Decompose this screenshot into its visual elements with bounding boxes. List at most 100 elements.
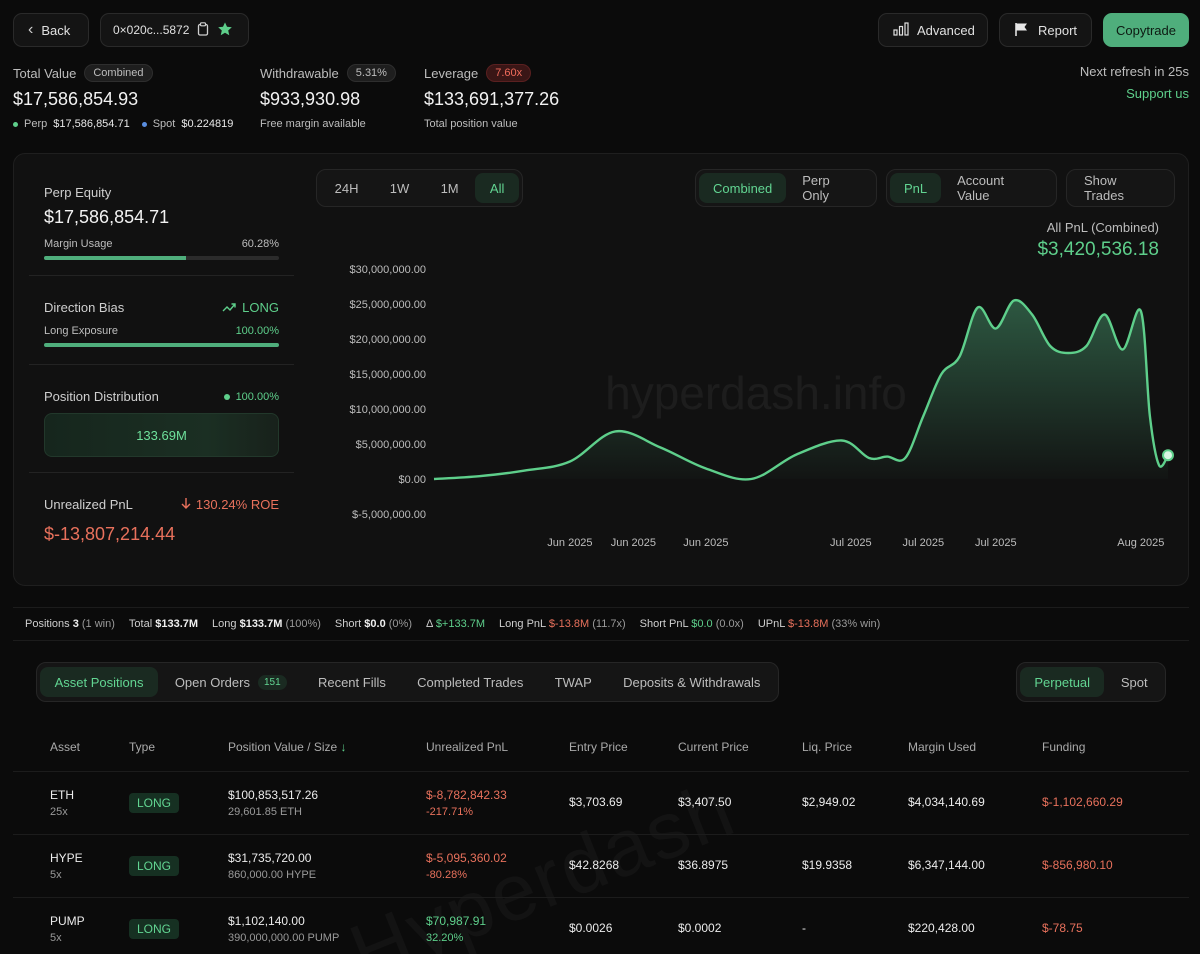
y-tick-label: $30,000,000.00 <box>350 264 426 276</box>
withdrawable-sub: Free margin available <box>260 118 366 130</box>
short-pnl-x: (0.0x) <box>715 618 744 630</box>
column-header: Funding <box>1042 740 1086 754</box>
table-row[interactable]: ETH 25x LONG $100,853,517.26 29,601.85 ETH $-… <box>13 771 1189 834</box>
range-label: All <box>489 180 505 196</box>
position-value-cell: $31,735,720.00 860,000.00 HYPE <box>228 851 317 881</box>
tab-deposits-withdrawals[interactable]: Deposits & Withdrawals <box>608 667 775 697</box>
tab-label: TWAP <box>554 674 592 690</box>
column-header: Entry Price <box>569 740 628 754</box>
type-badge: LONG <box>129 793 180 813</box>
copytrade-label: Copytrade <box>1116 22 1176 38</box>
mode-combined[interactable]: Combined <box>699 173 787 203</box>
back-button[interactable]: ‹ Back <box>13 13 89 47</box>
total-value-stat: Total Value Combined $17,586,854.93 Perp … <box>13 64 233 130</box>
positions-label: Positions <box>25 618 70 630</box>
perp-dot <box>13 121 18 127</box>
total-label: Total <box>128 618 153 630</box>
direction-bias-value: LONG <box>242 300 279 315</box>
funding-cell: $-78.75 <box>1042 921 1083 935</box>
liq-price-cell: $19.9358 <box>802 858 853 872</box>
entry-price-cell: $42.8268 <box>569 858 620 872</box>
long-pnl-x: (11.7x) <box>592 618 626 630</box>
unrealized-pnl-cell: $-8,782,842.33 -217.71% <box>426 788 507 818</box>
table-row[interactable]: HYPE 5x LONG $31,735,720.00 860,000.00 HYPE $… <box>13 834 1189 897</box>
pnl-chart[interactable]: hyperdash.info $30,000,000.00 $25,000,000.… <box>316 259 1176 559</box>
margin-used-cell: $4,034,140.69 <box>908 795 985 809</box>
copytrade-button[interactable]: Copytrade <box>1103 13 1189 47</box>
delta-value: $+133.7M <box>435 618 486 630</box>
perp-equity-value: $17,586,854.71 <box>44 207 170 227</box>
range-label: 24H <box>334 180 359 196</box>
metric-selector: PnL Account Value <box>886 169 1057 207</box>
short-pnl-label: Short PnL <box>639 618 689 630</box>
column-header: Current Price <box>678 740 749 754</box>
range-24h[interactable]: 24H <box>320 173 373 203</box>
mode-label: Combined <box>713 180 773 196</box>
long-exposure-label: Long Exposure <box>44 325 118 337</box>
long-pnl-label: Long PnL <box>499 618 546 630</box>
liq-price-cell: $2,949.02 <box>802 795 856 809</box>
address-chip[interactable]: 0×020c...5872 <box>100 13 249 47</box>
y-tick-label: $25,000,000.00 <box>350 299 426 311</box>
short-value: $0.0 <box>364 618 386 630</box>
sort-down-icon[interactable]: ↓ <box>337 740 347 754</box>
range-all[interactable]: All <box>475 173 519 203</box>
pnl-line <box>433 298 1170 481</box>
show-trades-button[interactable]: Show Trades <box>1066 169 1175 207</box>
unrealized-pnl-cell: $70,987.91 32.20% <box>426 914 487 944</box>
margin-used-cell: $6,347,144.00 <box>908 858 985 872</box>
delta-label: Δ <box>426 618 433 630</box>
type-badge: LONG <box>129 856 180 876</box>
market-spot[interactable]: Spot <box>1106 667 1162 697</box>
market-perpetual[interactable]: Perpetual <box>1020 667 1105 697</box>
y-tick-label: $0.00 <box>398 474 426 486</box>
distribution-bar[interactable]: 133.69M <box>44 413 279 457</box>
table-row[interactable]: PUMP 5x LONG $1,102,140.00 390,000,000.00 PU… <box>13 897 1189 954</box>
tab-recent-fills[interactable]: Recent Fills <box>303 667 400 697</box>
long-exposure-fill <box>44 343 279 347</box>
star-icon[interactable] <box>217 21 233 40</box>
chart-title: All PnL (Combined) <box>1046 220 1159 235</box>
metric-pnl[interactable]: PnL <box>890 173 942 203</box>
copy-icon[interactable] <box>197 21 209 39</box>
range-1w[interactable]: 1W <box>375 173 424 203</box>
withdrawable-value: $933,930.98 <box>260 89 361 109</box>
advanced-button[interactable]: Advanced <box>878 13 988 47</box>
x-tick-label: Jul 2025 <box>830 537 872 549</box>
mode-perp-only[interactable]: Perp Only <box>788 173 873 203</box>
unrealized-pnl-label: Unrealized PnL <box>44 497 133 512</box>
positions-win: (1 win) <box>81 618 115 630</box>
margin-used-cell: $220,428.00 <box>908 921 975 935</box>
current-price-cell: $0.0002 <box>678 921 722 935</box>
tab-open-orders[interactable]: Open Orders 151 <box>160 667 301 697</box>
tab-twap[interactable]: TWAP <box>540 667 606 697</box>
long-pct: (100%) <box>285 618 321 630</box>
short-pnl-value: $0.0 <box>691 618 713 630</box>
roe-value: 130.24% ROE <box>195 497 279 512</box>
range-1m[interactable]: 1M <box>426 173 473 203</box>
tab-completed-trades[interactable]: Completed Trades <box>403 667 539 697</box>
overview-card: Perp Equity $17,586,854.71 Margin Usage … <box>13 153 1189 586</box>
show-trades-label: Show Trades <box>1084 173 1124 203</box>
long-exposure-bar <box>44 343 279 347</box>
margin-usage-fill <box>44 256 186 260</box>
last-point-marker <box>1162 449 1174 462</box>
distribution-amount: 133.69M <box>136 427 187 443</box>
combined-badge: Combined <box>84 64 153 82</box>
metric-account-value[interactable]: Account Value <box>943 173 1053 203</box>
entry-price-cell: $3,703.69 <box>569 795 623 809</box>
column-header[interactable]: Position Value / Size ↓ <box>228 740 347 754</box>
column-header: Unrealized PnL <box>426 740 509 754</box>
short-pct: (0%) <box>388 618 412 630</box>
tab-asset-positions[interactable]: Asset Positions <box>40 667 159 697</box>
flag-icon <box>1014 22 1030 39</box>
y-tick-label: $5,000,000.00 <box>356 439 426 451</box>
y-tick-label: $10,000,000.00 <box>350 404 426 416</box>
x-tick-label: Aug 2025 <box>1117 537 1164 549</box>
tab-label: Deposits & Withdrawals <box>623 674 761 690</box>
support-link[interactable]: Support us <box>1126 86 1189 101</box>
divider <box>29 275 294 276</box>
report-button[interactable]: Report <box>999 13 1092 47</box>
position-value-cell: $100,853,517.26 29,601.85 ETH <box>228 788 319 818</box>
current-price-cell: $36.8975 <box>678 858 729 872</box>
